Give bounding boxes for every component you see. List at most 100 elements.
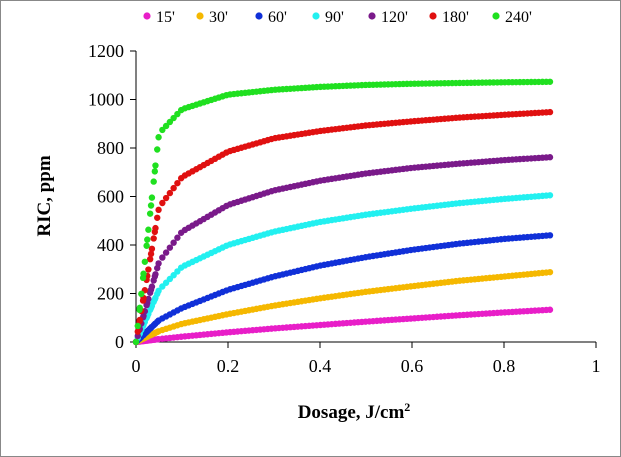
data-point — [162, 122, 170, 130]
series-7 — [132, 78, 554, 346]
data-point — [143, 301, 150, 309]
data-point — [154, 328, 161, 336]
y-axis: 0 200 400 600 800 1000 1200 — [88, 41, 137, 352]
x-tick-label: 1 — [592, 356, 601, 376]
data-point — [147, 250, 155, 258]
data-point — [146, 255, 154, 263]
data-point — [174, 234, 181, 241]
data-point — [145, 226, 152, 233]
data-point — [154, 336, 161, 343]
data-point — [145, 295, 152, 303]
legend-label: 90' — [325, 9, 344, 26]
data-point — [155, 206, 162, 214]
data-point — [166, 189, 174, 197]
legend-label: 180' — [442, 9, 469, 26]
data-point — [159, 199, 166, 207]
x-tick-label: 0.8 — [493, 356, 516, 376]
data-point — [152, 162, 159, 169]
data-point — [146, 289, 154, 296]
series-layer — [132, 78, 554, 346]
data-point — [146, 210, 154, 217]
series-6 — [132, 108, 554, 346]
data-point — [174, 110, 181, 118]
y-tick-label: 1000 — [88, 90, 124, 110]
data-point — [170, 239, 177, 246]
data-point — [134, 322, 141, 330]
data-point — [155, 134, 162, 141]
data-point — [154, 318, 161, 326]
y-axis-title: RIC, ppm — [34, 155, 55, 236]
legend: 15' 30' 60' 90' 120' 180' 240' — [143, 9, 532, 26]
data-point — [151, 168, 159, 175]
data-point — [150, 178, 157, 185]
data-point — [150, 235, 157, 242]
data-point — [152, 224, 159, 232]
data-point — [546, 192, 554, 199]
data-point — [138, 290, 145, 298]
data-point — [154, 264, 161, 272]
x-tick-label: 0.6 — [401, 356, 424, 376]
legend-marker — [312, 12, 320, 20]
data-point — [546, 78, 554, 85]
x-tick-label: 0.4 — [309, 356, 332, 376]
data-point — [139, 274, 147, 282]
data-point — [159, 126, 166, 134]
data-point — [546, 154, 554, 161]
data-point — [546, 268, 554, 276]
x-axis-title-superscript: 2 — [404, 400, 410, 414]
data-point — [150, 277, 157, 284]
legend-marker — [368, 12, 376, 20]
data-point — [162, 249, 170, 256]
data-point — [145, 266, 152, 273]
data-point — [143, 242, 150, 249]
legend-marker — [429, 12, 437, 20]
x-tick-label: 0.2 — [217, 356, 240, 376]
legend-marker — [143, 12, 151, 20]
data-point — [154, 214, 161, 221]
data-point — [170, 114, 177, 122]
data-point — [154, 290, 161, 298]
data-point — [144, 236, 151, 243]
data-point — [148, 283, 156, 290]
legend-label: 15' — [156, 9, 175, 26]
legend-marker — [492, 12, 500, 20]
x-axis-title: Dosage, J/cm2 — [298, 400, 411, 423]
data-point — [174, 179, 181, 187]
data-point — [170, 184, 177, 192]
data-point — [166, 118, 174, 126]
series-4 — [132, 192, 554, 346]
plot-area: 0 200 400 600 800 1000 1200 0 0.2 0.4 0.6 0.8 1 — [88, 41, 601, 376]
data-point — [152, 271, 159, 278]
legend-label: 30' — [209, 9, 228, 26]
series-3 — [132, 232, 554, 346]
data-point — [141, 258, 149, 265]
data-point — [159, 254, 166, 261]
x-axis: 0 0.2 0.4 0.6 0.8 1 — [132, 341, 601, 376]
data-point — [546, 232, 554, 239]
data-point — [546, 306, 554, 313]
legend-marker — [255, 12, 263, 20]
data-point — [134, 328, 141, 335]
y-tick-label: 400 — [97, 235, 124, 255]
y-tick-label: 600 — [97, 187, 124, 207]
x-tick-label: 0 — [132, 356, 141, 376]
data-point — [136, 306, 143, 314]
data-point — [154, 146, 161, 153]
series-5 — [132, 154, 554, 346]
y-tick-label: 1200 — [88, 41, 124, 61]
legend-label: 60' — [268, 9, 287, 26]
x-axis-title-main: Dosage, J/cm — [298, 402, 405, 423]
legend-marker — [196, 12, 204, 20]
data-point — [546, 108, 554, 116]
data-point — [132, 338, 140, 346]
data-point — [148, 245, 156, 253]
legend-label: 120' — [381, 9, 408, 26]
data-point — [162, 194, 170, 202]
y-tick-label: 800 — [97, 138, 124, 158]
y-tick-label: 0 — [115, 332, 124, 352]
y-tick-label: 200 — [97, 284, 124, 304]
data-point — [139, 297, 147, 304]
legend-label: 240' — [505, 9, 532, 26]
